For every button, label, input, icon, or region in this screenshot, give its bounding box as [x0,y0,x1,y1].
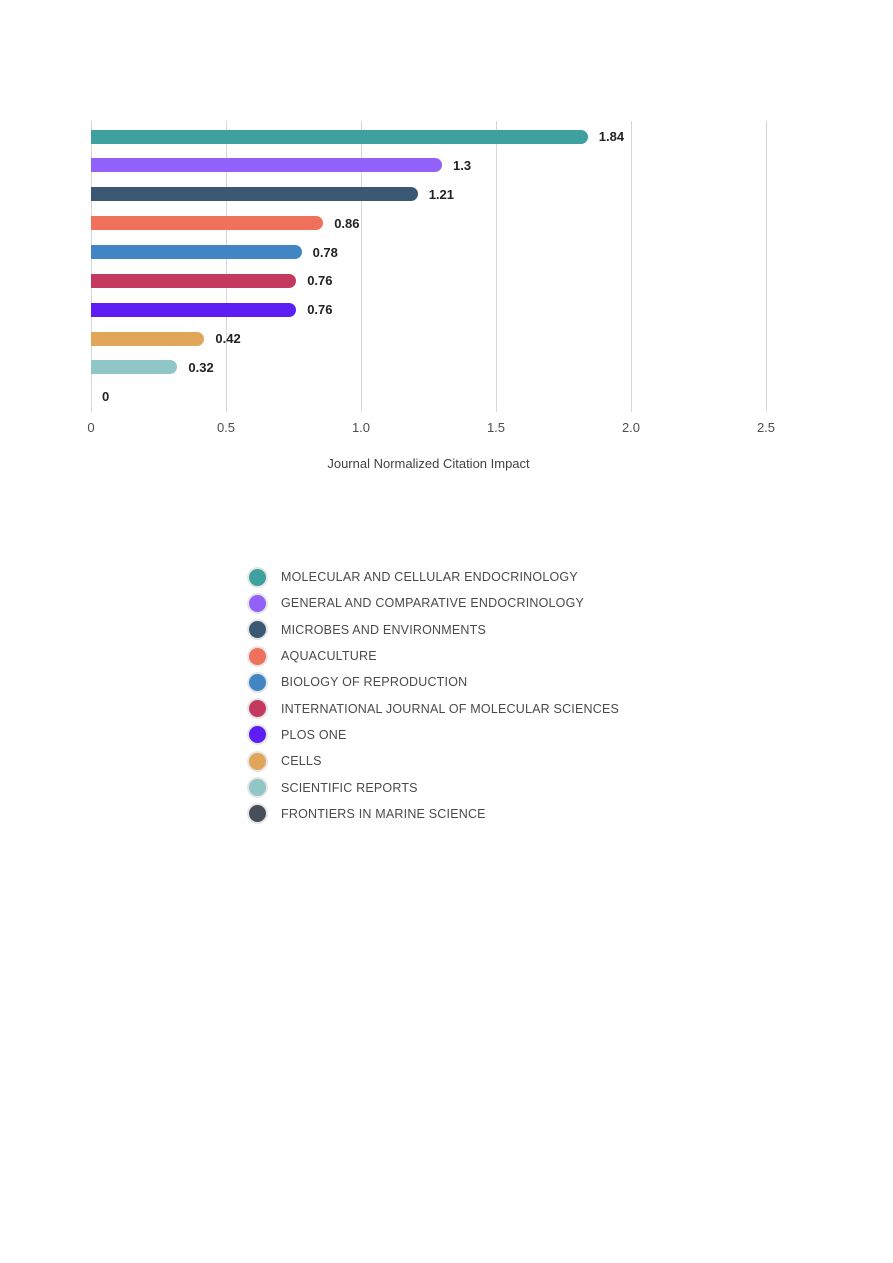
bar-value-label: 0.78 [312,244,338,260]
legend-label: AQUACULTURE [281,649,377,664]
legend-color-dot-icon [249,568,266,586]
legend-label: CELLS [281,754,322,769]
gridline [496,121,497,412]
gridline [361,121,362,412]
legend-color-dot-icon [249,805,266,823]
gridline [766,121,767,412]
gridline [226,121,227,412]
x-axis-tick-label: 2.0 [621,420,641,435]
legend-item[interactable]: CELLS [249,748,619,774]
bar-value-label: 0.32 [188,359,214,375]
legend-label: INTERNATIONAL JOURNAL OF MOLECULAR SCIEN… [281,701,620,716]
legend-color-dot-icon [249,673,266,691]
plot-area: 1.84 1.3 1.21 0.86 0.78 0.76 0.76 0.42 0.32 0 [91,121,767,412]
legend-label: MICROBES AND ENVIRONMENTS [281,622,487,637]
x-axis-tick-label: 1.0 [351,420,371,435]
bar[interactable] [91,331,205,346]
bar[interactable] [91,187,418,202]
legend-label: BIOLOGY OF REPRODUCTION [281,675,468,690]
legend-item[interactable]: SCIENTIFIC REPORTS [249,774,619,800]
bar[interactable] [91,158,442,173]
legend-item[interactable]: INTERNATIONAL JOURNAL OF MOLECULAR SCIEN… [249,695,619,721]
gridline [631,121,632,412]
legend-label: GENERAL AND COMPARATIVE ENDOCRINOLOGY [281,596,585,611]
legend-item[interactable]: GENERAL AND COMPARATIVE ENDOCRINOLOGY [249,590,619,616]
bar[interactable] [91,273,297,288]
bar[interactable] [91,129,588,144]
bar-value-label: 1.84 [598,129,625,145]
legend-item[interactable]: MICROBES AND ENVIRONMENTS [249,617,619,643]
legend-label: SCIENTIFIC REPORTS [281,780,418,795]
x-axis-tick-label: 2.5 [756,420,776,435]
legend-item[interactable]: PLOS ONE [249,722,619,748]
legend-item[interactable]: MOLECULAR AND CELLULAR ENDOCRINOLOGY [249,564,619,590]
x-axis-tick-label: 0 [87,420,95,435]
x-axis: 0 0.5 1.0 1.5 2.0 2.5 [87,419,775,437]
chart-legend: MOLECULAR AND CELLULAR ENDOCRINOLOGY GENE… [249,564,619,827]
bar[interactable] [91,245,302,259]
legend-color-dot-icon [249,700,266,718]
legend-color-dot-icon [249,621,266,639]
legend-item[interactable]: BIOLOGY OF REPRODUCTION [249,669,619,695]
x-axis-title: Journal Normalized Citation Impact [327,456,530,471]
legend-item[interactable]: AQUACULTURE [249,643,619,669]
bar-value-label: 0.76 [307,302,333,318]
bar-value-label: 0.86 [334,215,360,231]
bar[interactable] [91,302,297,317]
bar[interactable] [91,216,324,231]
bar[interactable] [91,360,178,375]
legend-color-dot-icon [249,647,266,665]
legend-item[interactable]: FRONTIERS IN MARINE SCIENCE [249,801,619,827]
bar-value-label: 0.42 [215,331,241,347]
bar-value-label: 1.3 [453,157,472,173]
legend-label: FRONTIERS IN MARINE SCIENCE [281,806,486,821]
legend-color-dot-icon [249,726,266,744]
legend-label: MOLECULAR AND CELLULAR ENDOCRINOLOGY [281,570,578,585]
x-axis-tick-label: 0.5 [216,420,236,435]
bar-value-label: 0 [102,388,110,404]
x-axis-tick-label: 1.5 [486,420,506,435]
legend-color-dot-icon [249,752,266,770]
legend-label: PLOS ONE [281,727,347,742]
bar-value-label: 0.76 [307,273,333,289]
legend-color-dot-icon [249,594,266,612]
bar-value-label: 1.21 [428,186,454,202]
gridline [91,121,92,412]
legend-color-dot-icon [249,779,266,797]
